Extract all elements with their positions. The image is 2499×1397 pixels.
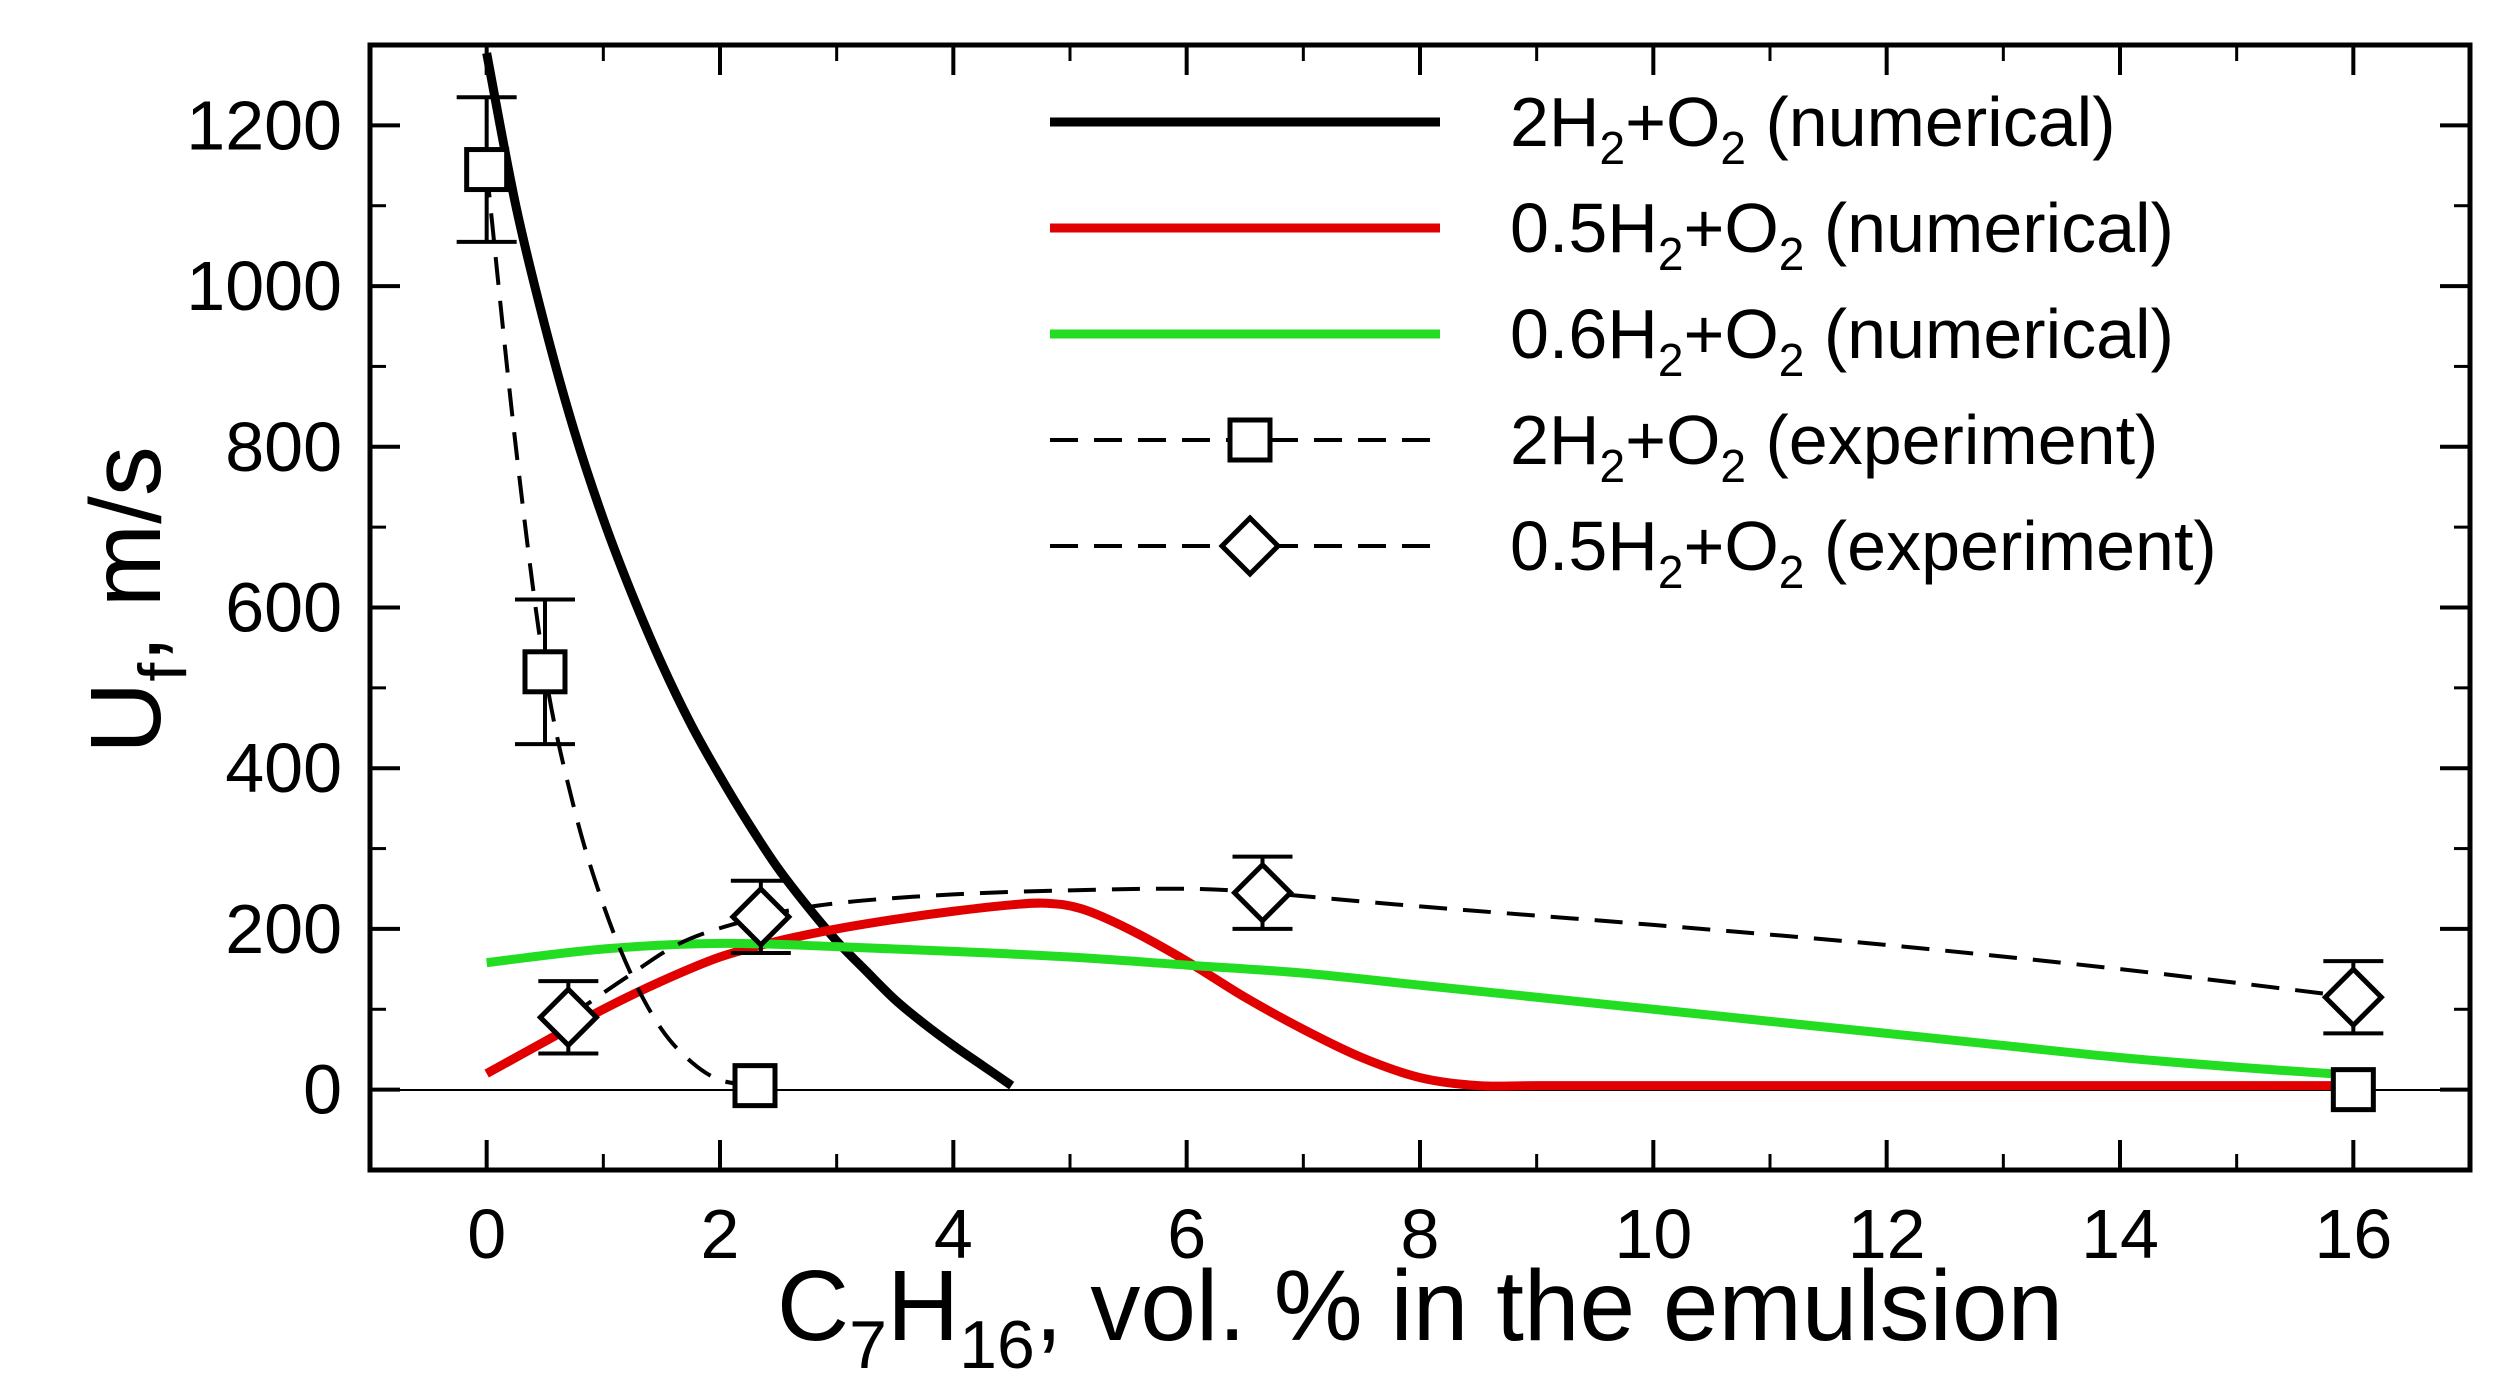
legend: 2H2+O2 (numerical)0.5H2+O2 (numerical)0.… [1050, 83, 2217, 598]
legend-label: 0.6H2+O2 (numerical) [1510, 295, 2174, 386]
legend-label-part: (numerical) [1746, 83, 2116, 161]
tick-labels: 0 2 4 6 8 10 12 14 16 0 200 400 600 800 1000 1200 [186, 86, 2392, 1273]
diamond-marker [2321, 965, 2385, 1029]
y-axis-title-sub: f [125, 663, 201, 682]
legend-label-part: 2 [1658, 334, 1684, 386]
x-tick-label: 10 [1614, 1195, 1692, 1273]
x-axis-title: C7H16, vol. % in the emulsion [777, 1250, 2063, 1383]
x-axis-title-sub1: 7 [849, 1307, 887, 1383]
x-axis-title-main: C [777, 1250, 849, 1362]
x-tick-label: 0 [467, 1195, 506, 1273]
legend-label-part: +O [1683, 295, 1778, 373]
legend-square-marker [1227, 417, 1273, 463]
legend-label-part: 0.6H [1510, 295, 1658, 373]
legend-label: 0.5H2+O2 (numerical) [1510, 189, 2174, 280]
y-tick-label: 800 [225, 408, 342, 486]
y-tick-label: 600 [225, 569, 342, 647]
square-marker [732, 1063, 778, 1109]
legend-label: 2H2+O2 (experiment) [1510, 401, 2158, 492]
y-tick-label: 400 [225, 729, 342, 807]
x-tick-label: 14 [2081, 1195, 2159, 1273]
legend-label-part: 2 [1779, 546, 1805, 598]
legend-label: 0.5H2+O2 (experiment) [1510, 507, 2217, 598]
legend-label-part: 2 [1720, 440, 1746, 492]
diamond-marker [536, 985, 600, 1049]
legend-label-part: 2 [1779, 334, 1805, 386]
x-tick-label: 2 [701, 1195, 740, 1273]
y-tick-label: 0 [303, 1051, 342, 1129]
x-axis-title-rest: , vol. % in the emulsion [1035, 1250, 2063, 1362]
square-marker [522, 649, 568, 695]
legend-label-part: (numerical) [1804, 189, 2174, 267]
x-axis-title-mid: H [887, 1250, 959, 1362]
legend-label-part: 0.5H [1510, 507, 1658, 585]
x-axis-title-sub2: 16 [959, 1307, 1035, 1383]
legend-label-part: +O [1683, 507, 1778, 585]
series-dashed-4 [567, 886, 2354, 1019]
legend-label-part: 2 [1779, 228, 1805, 280]
legend-label: 2H2+O2 (numerical) [1510, 83, 2116, 174]
legend-label-part: +O [1625, 401, 1720, 479]
x-tick-label: 4 [934, 1195, 973, 1273]
y-axis-title-rest: , m/s [70, 446, 182, 663]
legend-label-part: 2H [1510, 83, 1599, 161]
square-marker [2330, 1067, 2376, 1113]
series-line-1 [484, 898, 2354, 1091]
axis-ticks [368, 43, 2472, 1172]
y-tick-label: 1200 [186, 86, 342, 164]
x-tick-label: 8 [1401, 1195, 1440, 1273]
y-tick-label: 200 [225, 890, 342, 968]
series-line-2 [486, 938, 2354, 1080]
y-axis-title-main: U [70, 682, 182, 754]
diamond-marker [1230, 861, 1295, 925]
legend-label-part: (numerical) [1804, 295, 2174, 373]
legend-label-part: (experiment) [1804, 507, 2216, 585]
legend-label-part: 2H [1510, 401, 1599, 479]
legend-label-part: (experiment) [1746, 401, 2158, 479]
legend-label-part: 2 [1599, 122, 1625, 174]
x-tick-label: 12 [1848, 1195, 1926, 1273]
series-layer [482, 52, 2354, 1091]
legend-label-part: +O [1625, 83, 1720, 161]
diamond-marker [729, 885, 793, 949]
series-line-0 [482, 52, 1015, 1090]
markers-layer [456, 95, 2385, 1113]
legend-diamond-marker [1218, 514, 1282, 578]
series-dashed-3 [484, 169, 756, 1088]
plot-frame [367, 42, 2473, 1173]
legend-label-part: 2 [1599, 440, 1625, 492]
y-tick-label: 1000 [186, 247, 342, 325]
legend-label-part: 0.5H [1510, 189, 1658, 267]
legend-label-part: 2 [1658, 546, 1684, 598]
legend-label-part: 2 [1720, 122, 1746, 174]
x-tick-label: 16 [2314, 1195, 2392, 1273]
y-axis-title: Uf, m/s [70, 446, 201, 754]
legend-label-part: +O [1683, 189, 1778, 267]
legend-label-part: 2 [1658, 228, 1684, 280]
x-tick-label: 6 [1167, 1195, 1206, 1273]
square-marker [464, 147, 510, 193]
